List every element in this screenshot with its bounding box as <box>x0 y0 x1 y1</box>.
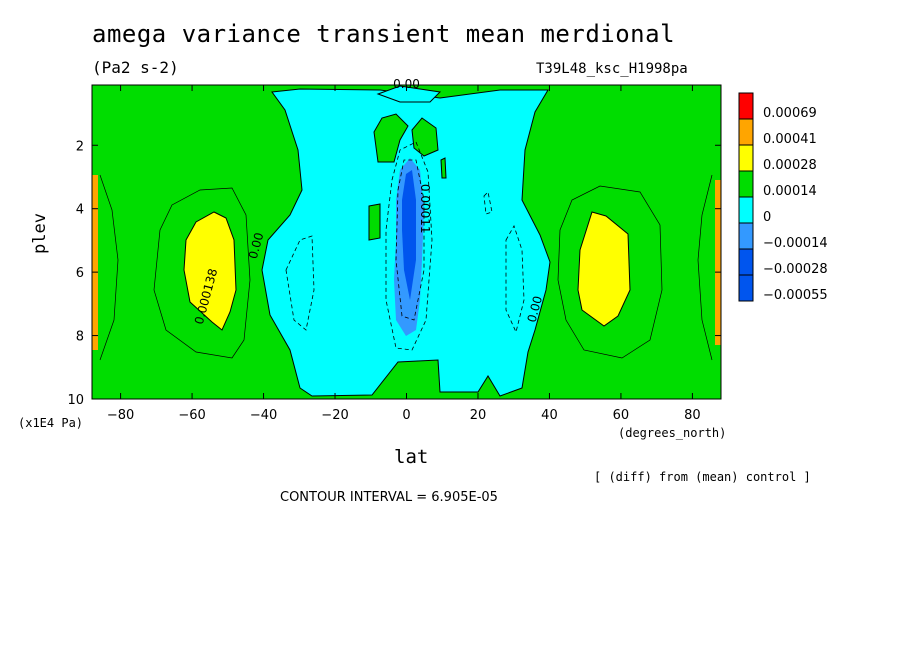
top-sliver <box>376 85 442 103</box>
y-tick-label: 2 <box>76 139 84 154</box>
x-tick-label: 40 <box>541 408 558 423</box>
contour-label: 0.00 <box>393 77 420 91</box>
x-tick-label: −60 <box>178 408 205 423</box>
colorbar-swatch <box>738 144 754 172</box>
colorbar-swatch <box>738 196 754 224</box>
colorbar-label: 0.00028 <box>763 158 817 173</box>
x-tick-label: −20 <box>321 408 348 423</box>
positive-island-1 <box>373 113 409 163</box>
colorbar-swatch <box>738 170 754 198</box>
colorbar-label: 0.00014 <box>763 184 817 199</box>
x-tick-label: 80 <box>684 408 701 423</box>
negative-core-inner <box>402 170 416 300</box>
contour-line-south <box>153 187 251 359</box>
contour-label: 0.00011 <box>418 184 432 234</box>
positive-max-north <box>577 211 631 327</box>
contour-dashed-1 <box>385 141 433 351</box>
contour-dashed-2 <box>395 159 425 321</box>
y-tick-label: 4 <box>76 203 84 218</box>
x-tick-label: −40 <box>250 408 277 423</box>
contour-dashed-3 <box>285 235 315 331</box>
colorbar-label: 0.00069 <box>763 106 817 121</box>
y-axis-units: (x1E4 Pa) <box>18 416 84 430</box>
colorbar-swatch <box>738 92 754 120</box>
chart-units: (Pa2 s-2) <box>92 58 179 77</box>
colorbar-label: −0.00014 <box>763 236 828 251</box>
colorbar-label: −0.00055 <box>763 288 828 303</box>
y-tick-label: 8 <box>76 330 84 345</box>
contour-label: 0.00 <box>246 231 266 260</box>
colorbar-swatch <box>738 248 754 276</box>
colorbar-label: −0.00028 <box>763 262 828 277</box>
colorbar-swatch <box>738 118 754 146</box>
contour-dashed-4 <box>505 225 525 334</box>
edge-stripe-west <box>92 175 98 350</box>
colorbar-label: 0 <box>763 210 771 225</box>
y-tick-label: 6 <box>76 266 84 281</box>
contour-line-west-edge <box>99 174 119 361</box>
edge-stripe-east <box>715 180 721 345</box>
colorbar-label: 0.00041 <box>763 132 817 147</box>
contour-label: 0.00 <box>525 294 545 323</box>
run-id: T39L48_ksc_H1998pa <box>536 61 688 77</box>
positive-max-south <box>183 211 237 331</box>
x-tick-label: 0 <box>402 408 410 423</box>
colorbar: 0.00069 0.00041 0.00028 0.00014 0 −0.00014 −0.… <box>738 92 828 303</box>
x-tick-label: −80 <box>107 408 134 423</box>
contour-line-north <box>557 185 663 359</box>
positive-island-3 <box>368 203 381 241</box>
positive-island-2 <box>411 117 439 157</box>
x-axis-label: lat <box>394 446 429 468</box>
field-regions <box>92 85 721 397</box>
positive-island-4 <box>440 157 447 179</box>
diff-note: [ (diff) from (mean) control ] <box>594 470 811 484</box>
colorbar-swatch <box>738 274 754 302</box>
x-tick-label: 60 <box>613 408 630 423</box>
x-axis-units: (degrees_north) <box>618 426 727 440</box>
axis-ticks: −80 −60 −40 −20 0 20 40 60 80 2 4 6 8 10 <box>67 85 721 423</box>
chart-title: amega variance transient mean merdional <box>92 20 676 48</box>
contour-line-east-edge <box>697 174 713 361</box>
x-tick-label: 20 <box>470 408 487 423</box>
contour-dashed-5 <box>483 191 493 215</box>
y-tick-label: 10 <box>67 393 84 408</box>
contour-interval: CONTOUR INTERVAL = 6.905E-05 <box>280 490 498 505</box>
colorbar-swatch <box>738 222 754 250</box>
